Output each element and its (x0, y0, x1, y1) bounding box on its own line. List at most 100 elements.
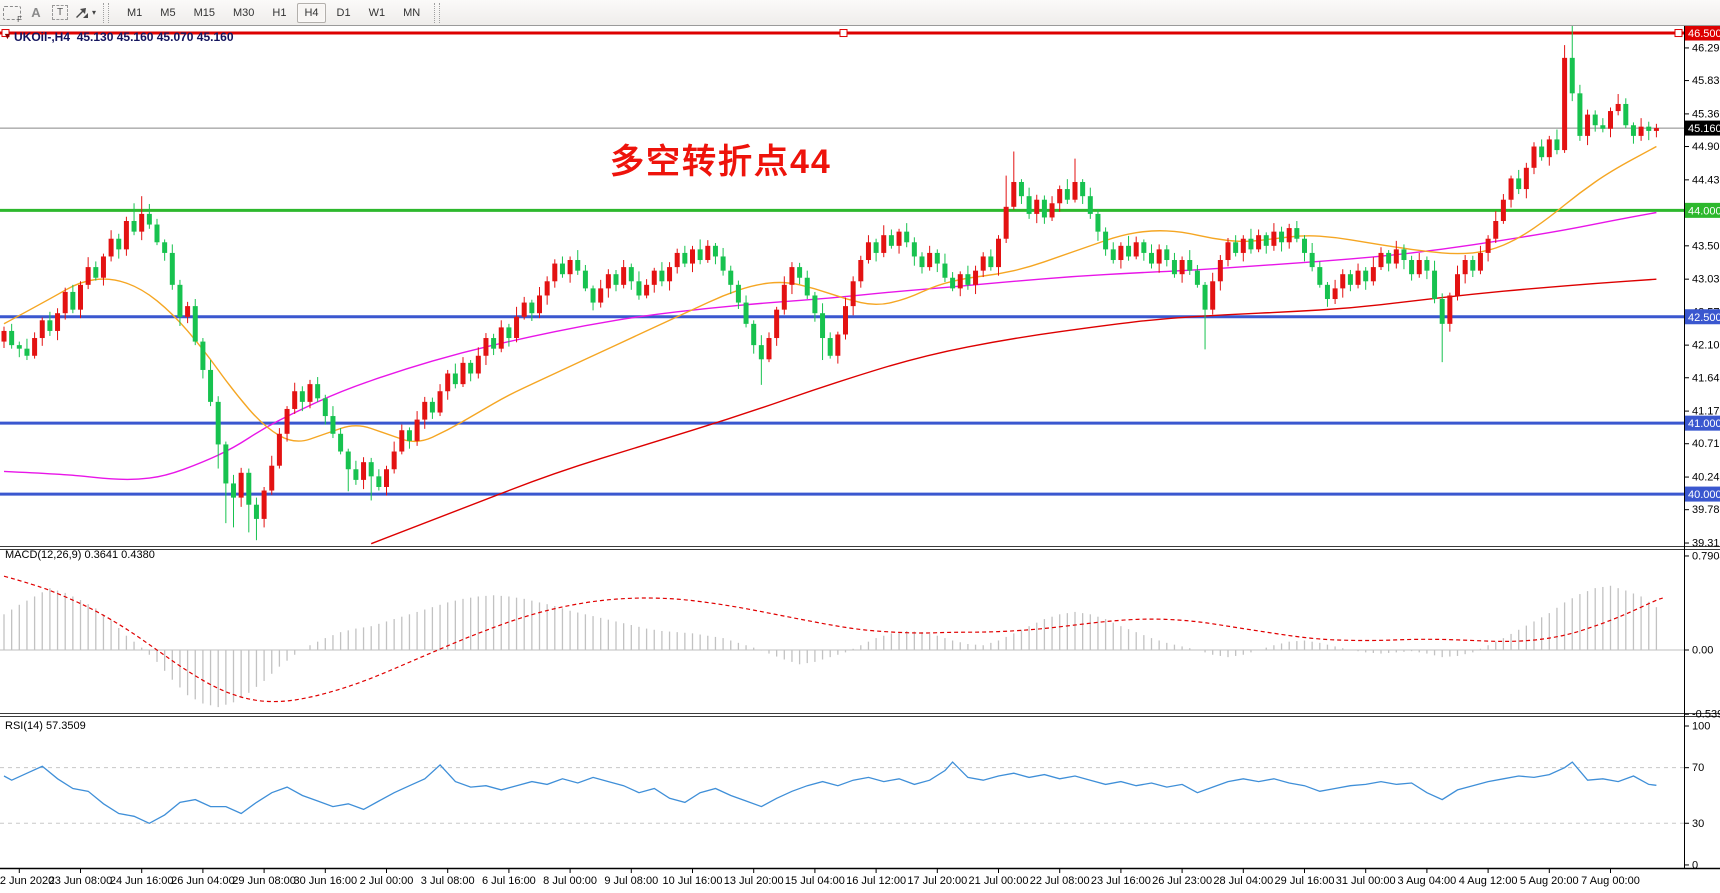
timeframe-button-MN[interactable]: MN (403, 6, 421, 19)
chevron-down-icon[interactable]: ▾ (92, 8, 97, 17)
svg-text:46.500: 46.500 (1688, 28, 1720, 40)
timeframe-button-M5[interactable]: M5 (160, 6, 176, 19)
chart-text-annotation[interactable]: 多空转折点44 (610, 143, 832, 181)
date-tick-label: 26 Jul 23:00 (1152, 875, 1212, 887)
chart-canvas[interactable]: 46.29045.83045.36044.90044.43043.96043.5… (0, 26, 1720, 893)
text-tool-button[interactable]: A (26, 3, 46, 23)
date-tick-label: 15 Jul 04:00 (785, 875, 845, 887)
date-tick-label: 23 Jun 08:00 (49, 875, 113, 887)
date-tick-label: 22 Jun 2020 (0, 875, 54, 887)
svg-text:0: 0 (1692, 859, 1698, 871)
svg-text:45.830: 45.830 (1692, 75, 1720, 87)
label-tool-button[interactable]: T (50, 3, 70, 23)
timeframe-bar: M1 M5 M15 M30 H1 H4 D1 W1 MN (118, 2, 429, 23)
date-tick-label: 24 Jun 16:00 (110, 875, 174, 887)
line-handle[interactable] (1674, 29, 1683, 38)
timeframe-button-M30[interactable]: M30 (232, 6, 255, 19)
line-handle[interactable] (1, 29, 10, 38)
date-tick-label: 23 Jul 16:00 (1091, 875, 1151, 887)
date-tick-label: 29 Jul 16:00 (1275, 875, 1335, 887)
date-tick-label: 21 Jul 00:00 (969, 875, 1029, 887)
timeframe-button-M1[interactable]: M1 (127, 6, 143, 19)
timeframe-button-H1[interactable]: H1 (272, 6, 287, 19)
horizontal-level-lines[interactable] (0, 29, 1684, 496)
date-tick-label: 4 Aug 12:00 (1459, 875, 1518, 887)
arrows-tool-button[interactable]: ▾ (74, 3, 96, 23)
date-tick-label: 7 Aug 00:00 (1581, 875, 1640, 887)
svg-text:0.7904: 0.7904 (1692, 550, 1720, 562)
date-tick-label: 3 Jul 08:00 (421, 875, 475, 887)
price-badge-45.160 (1685, 120, 1720, 136)
timeframe-button-H4[interactable]: H4 (297, 2, 326, 23)
date-tick-label: 28 Jul 04:00 (1213, 875, 1273, 887)
date-tick-label: 22 Jul 08:00 (1030, 875, 1090, 887)
line-handle[interactable] (839, 29, 848, 38)
svg-text:-0.5399: -0.5399 (1692, 709, 1720, 721)
svg-text:42.500: 42.500 (1688, 312, 1720, 324)
date-tick-label: 5 Aug 20:00 (1520, 875, 1579, 887)
svg-text:40.710: 40.710 (1692, 438, 1720, 450)
price-badge-40.000 (1685, 486, 1720, 502)
svg-text:41.000: 41.000 (1688, 418, 1720, 430)
timeframe-button-M15[interactable]: M15 (193, 6, 215, 19)
svg-text:46.290: 46.290 (1692, 42, 1720, 54)
svg-text:43.030: 43.030 (1692, 274, 1720, 286)
svg-text:44.430: 44.430 (1692, 174, 1720, 186)
date-tick-label: 2 Jul 00:00 (360, 875, 414, 887)
date-tick-label: 29 Jun 08:00 (232, 875, 296, 887)
fibonacci-tool-button[interactable]: F (2, 3, 22, 24)
text-tool-icon: A (31, 5, 41, 20)
date-tick-label: 16 Jul 12:00 (846, 875, 906, 887)
ma-fast-line (3, 145, 1657, 443)
rsi-pane (0, 761, 1684, 825)
svg-text:45.160: 45.160 (1688, 123, 1720, 135)
svg-text:30: 30 (1692, 818, 1704, 830)
label-tool-icon: T (52, 5, 68, 20)
svg-text:42.100: 42.100 (1692, 340, 1720, 352)
svg-text:44.900: 44.900 (1692, 141, 1720, 153)
toolbar-separator (434, 2, 441, 23)
rsi-line (3, 761, 1657, 825)
date-tick-label: 26 Jun 04:00 (171, 875, 235, 887)
svg-text:43.500: 43.500 (1692, 240, 1720, 252)
pane-borders (0, 26, 1720, 870)
macd-signal-line (3, 575, 1665, 703)
macd-pane (0, 575, 1684, 708)
date-tick-label: 9 Jul 08:00 (604, 875, 658, 887)
fibonacci-tool-icon: F (3, 5, 22, 24)
date-tick-label: 3 Aug 04:00 (1398, 875, 1457, 887)
date-tick-label: 17 Jul 20:00 (907, 875, 967, 887)
svg-text:0.00: 0.00 (1692, 644, 1713, 656)
svg-text:40.240: 40.240 (1692, 472, 1720, 484)
macd-indicator-label: MACD(12,26,9) 0.3641 0.4380 (5, 549, 155, 561)
timeframe-button-W1[interactable]: W1 (368, 6, 386, 19)
arrows-tool-icon (76, 7, 88, 18)
price-badge-46.500 (1685, 26, 1720, 41)
date-tick-label: 30 Jun 16:00 (293, 875, 357, 887)
svg-text:41.170: 41.170 (1692, 406, 1720, 418)
svg-text:45.360: 45.360 (1692, 108, 1720, 120)
date-tick-label: 13 Jul 20:00 (724, 875, 784, 887)
symbol-dropdown-icon[interactable]: ▼ (3, 31, 12, 41)
price-badge-41.000 (1685, 415, 1720, 431)
ma-slow-line (370, 278, 1657, 545)
date-tick-label: 10 Jul 16:00 (663, 875, 723, 887)
svg-text:100: 100 (1692, 721, 1710, 733)
toolbar-separator (103, 2, 110, 23)
rsi-indicator-label: RSI(14) 57.3509 (5, 720, 86, 732)
price-axis[interactable]: 46.29045.83045.36044.90044.43043.96043.5… (1684, 26, 1720, 871)
price-badge-44.000 (1685, 202, 1720, 218)
svg-text:39.310: 39.310 (1692, 538, 1720, 550)
candlesticks (1, 26, 1659, 541)
date-tick-label: 6 Jul 16:00 (482, 875, 536, 887)
date-tick-label: 31 Jul 00:00 (1336, 875, 1396, 887)
toolbar: F A T ▾ M1 M5 M15 M30 H1 H4 D1 W1 MN (0, 0, 1720, 26)
date-tick-label: 8 Jul 00:00 (543, 875, 597, 887)
symbol-period-label: UKOil-,H4 (14, 30, 71, 44)
timeframe-button-D1[interactable]: D1 (336, 6, 351, 19)
chart-title: UKOil-,H4 45.130 45.160 45.070 45.160 (14, 30, 234, 44)
svg-text:39.780: 39.780 (1692, 504, 1720, 516)
price-badge-42.500 (1685, 309, 1720, 325)
